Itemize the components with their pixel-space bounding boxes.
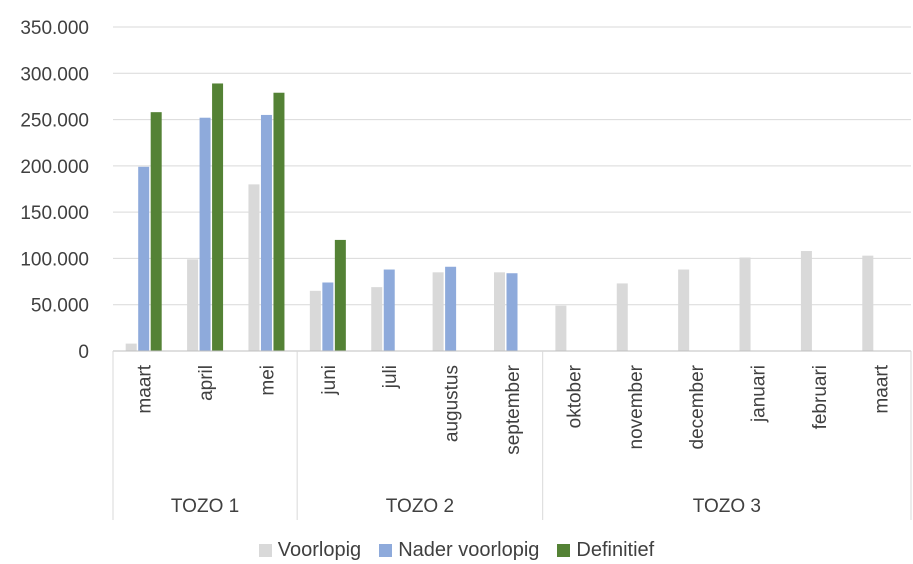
bar-definitief bbox=[212, 83, 224, 352]
x-tick-label: november bbox=[626, 364, 647, 449]
y-tick-label: 100.000 bbox=[20, 249, 89, 270]
x-tick-label: maart bbox=[135, 364, 156, 413]
bar-voorlopig bbox=[800, 251, 812, 351]
bar-nader-voorlopig bbox=[138, 166, 150, 351]
x-axis: maart april mei juni juli augustus september ok… bbox=[112, 350, 912, 520]
bar-voorlopig bbox=[739, 257, 751, 351]
bar-nader-voorlopig bbox=[199, 117, 211, 351]
x-tick-label: oktober bbox=[564, 364, 585, 428]
group-label: TOZO 2 bbox=[386, 496, 454, 517]
bar-nader-voorlopig bbox=[322, 282, 334, 351]
x-tick-label: februari bbox=[810, 365, 831, 429]
x-tick-label: januari bbox=[749, 365, 770, 423]
bar-voorlopig bbox=[678, 269, 690, 351]
bar-nader-voorlopig bbox=[260, 114, 272, 351]
bar-voorlopig bbox=[494, 272, 505, 351]
y-tick-label: 0 bbox=[78, 342, 89, 363]
bar-definitief bbox=[273, 92, 285, 352]
legend-swatch-voorlopig bbox=[258, 544, 272, 557]
group-label: TOZO 1 bbox=[171, 496, 239, 517]
legend-item-nader-voorlopig: Nader voorlopig bbox=[379, 539, 539, 562]
x-tick-label: december bbox=[687, 364, 708, 449]
bars bbox=[125, 83, 874, 352]
legend-swatch-nader-voorlopig bbox=[379, 544, 393, 557]
x-tick-label: juni bbox=[319, 365, 340, 396]
bar-definitief bbox=[334, 239, 346, 351]
legend-label-voorlopig: Voorlopig bbox=[277, 539, 362, 561]
y-axis-ticks: 0 50.000 100.000 150.000 200.000 250.000 300.0… bbox=[20, 18, 89, 363]
bar-voorlopig bbox=[125, 343, 137, 351]
bar-nader-voorlopig bbox=[383, 269, 395, 351]
y-tick-label: 200.000 bbox=[20, 157, 89, 178]
bar-voorlopig bbox=[432, 272, 444, 351]
bar-voorlopig bbox=[616, 283, 628, 351]
x-tick-label: april bbox=[196, 365, 217, 401]
bar-voorlopig bbox=[371, 287, 383, 351]
bar-voorlopig bbox=[309, 290, 321, 351]
x-tick-label: september bbox=[503, 364, 524, 454]
bar-voorlopig bbox=[555, 305, 567, 351]
y-tick-label: 150.000 bbox=[20, 203, 89, 224]
legend: Voorlopig Nader voorlopig Definitief bbox=[0, 539, 913, 562]
y-tick-label: 250.000 bbox=[20, 111, 89, 132]
bar-voorlopig bbox=[248, 184, 260, 351]
gridlines bbox=[113, 26, 911, 306]
x-tick-label: maart bbox=[871, 364, 892, 413]
group-label: TOZO 3 bbox=[693, 496, 761, 517]
legend-label-definitief: Definitief bbox=[576, 539, 655, 561]
y-tick-label: 50.000 bbox=[31, 296, 89, 317]
x-tick-label: mei bbox=[257, 365, 278, 396]
legend-label-nader-voorlopig: Nader voorlopig bbox=[398, 539, 540, 561]
legend-item-definitief: Definitief bbox=[557, 539, 654, 562]
bar-voorlopig bbox=[862, 255, 874, 351]
legend-swatch-definitief bbox=[557, 544, 571, 557]
x-tick-label: juli bbox=[380, 365, 401, 389]
bar-voorlopig bbox=[187, 259, 199, 351]
bar-definitief bbox=[150, 112, 162, 351]
bar-nader-voorlopig bbox=[445, 266, 457, 351]
x-tick-label: augustus bbox=[442, 365, 463, 442]
y-tick-label: 350.000 bbox=[20, 18, 89, 39]
bar-nader-voorlopig bbox=[506, 273, 518, 351]
legend-item-voorlopig: Voorlopig bbox=[258, 539, 362, 562]
y-tick-label: 300.000 bbox=[20, 64, 89, 85]
